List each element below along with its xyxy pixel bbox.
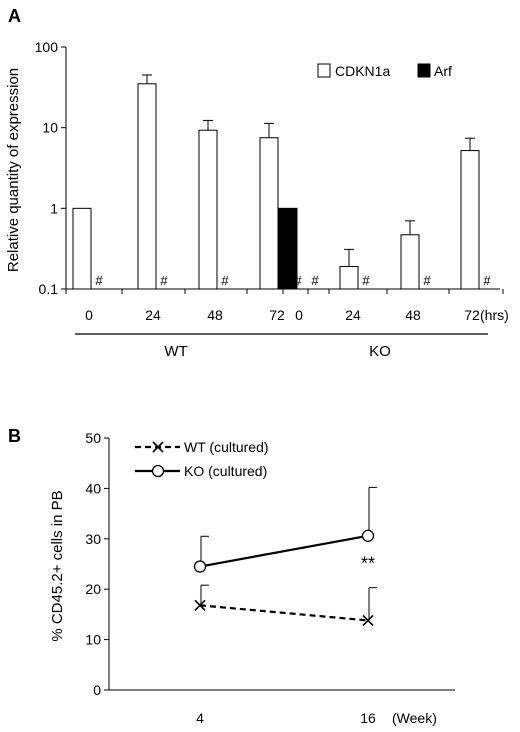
panel-b-x-tick-label: 16 xyxy=(360,710,376,726)
panel-a-group-label-wt: WT xyxy=(164,343,187,360)
panel-a-not-detected-mark: # xyxy=(160,273,168,288)
panel-b-x-unit: (Week) xyxy=(392,710,437,726)
panel-a-not-detected-mark: # xyxy=(95,273,103,288)
panel-a-x-tick-label: 24 xyxy=(345,307,361,323)
panel-b-series xyxy=(193,486,377,627)
panel-b-y-tick-label: 40 xyxy=(85,480,101,496)
panel-a-not-detected-mark: # xyxy=(423,273,431,288)
panel-b-point-wt xyxy=(194,599,206,611)
panel-a-bar-cdkn1a xyxy=(339,266,359,290)
panel-b-series-line xyxy=(199,604,369,622)
panel-a-x-axis: 0 24 48 72 0 24 48 72 xyxy=(65,288,504,323)
panel-a-legend-swatch-arf xyxy=(417,63,431,78)
panel-b-legend-marker-ko xyxy=(151,464,165,478)
panel-a-legend-label-cdkn1a: CDKN1a xyxy=(335,63,390,79)
panel-a-not-detected-mark: # xyxy=(362,273,370,288)
panel-a-ylabel: Relative quantity of expression xyxy=(5,68,22,272)
panel-a-bar-cdkn1a xyxy=(72,207,92,290)
panel-a-not-detected-mark: # xyxy=(294,273,302,288)
panel-b-point-ko xyxy=(193,560,207,573)
panel-b-y-tick-label: 50 xyxy=(85,430,101,446)
panel-a-y-tick-label: 100 xyxy=(35,39,59,55)
panel-a-x-tick-label: 0 xyxy=(85,307,93,323)
panel-a-error-bars xyxy=(142,74,475,267)
panel-b-y-axis: 0 10 20 30 40 50 xyxy=(85,430,110,698)
panel-a-y-tick-label: 10 xyxy=(42,120,58,136)
panel-a-legend-swatch-cdkn1a xyxy=(317,63,331,78)
panel-a-bars xyxy=(72,83,480,290)
panel-a-x-tick-label: 48 xyxy=(207,307,223,323)
panel-a-y-tick-label: 0.1 xyxy=(39,281,59,297)
panel-a-letter: A xyxy=(8,6,21,26)
panel-a-bar-cdkn1a xyxy=(259,137,279,290)
panel-a-group-label-ko: KO xyxy=(369,343,391,360)
panel-a-bar-cdkn1a xyxy=(460,150,480,290)
panel-b-y-tick-label: 0 xyxy=(93,682,101,698)
panel-b-point-ko xyxy=(361,529,375,542)
panel-b-y-tick-label: 20 xyxy=(85,581,101,597)
panel-a-x-tick-label: 48 xyxy=(405,307,421,323)
panel-a-not-detected-marks: # # # # # # # # xyxy=(95,273,491,288)
panel-b-legend-marker-wt xyxy=(152,441,164,453)
panel-a-groups: WT KO xyxy=(75,333,488,360)
panel-a-y-tick-label: 1 xyxy=(50,200,58,216)
panel-a-legend-label-arf: Arf xyxy=(434,63,452,79)
panel-b-legend-label-wt: WT (cultured) xyxy=(184,439,269,455)
panel-a-not-detected-mark: # xyxy=(311,273,319,288)
panel-a-y-axis: 0.1 1 10 100 xyxy=(35,39,67,297)
panel-a-x-tick-label: 24 xyxy=(145,307,161,323)
panel-b-x-axis: 4 16 xyxy=(109,689,455,726)
panel-b-y-tick-label: 10 xyxy=(85,632,101,648)
panel-b-ylabel: % CD45.2+ cells in PB xyxy=(49,490,66,641)
panel-a-x-tick-label: 72 xyxy=(269,307,285,323)
panel-b-x-tick-label: 4 xyxy=(196,710,204,726)
panel-a-bar-cdkn1a xyxy=(198,129,218,290)
panel-b-significance-annotation: ** xyxy=(361,554,375,574)
panel-b-legend: WT (cultured) KO (cultured) xyxy=(135,439,269,479)
panel-b-letter: B xyxy=(8,426,21,446)
panel-b-legend-label-ko: KO (cultured) xyxy=(184,463,267,479)
panel-a-x-unit: (hrs) xyxy=(480,307,509,323)
panel-a-x-tick-label: 0 xyxy=(295,307,303,323)
panel-a-not-detected-mark: # xyxy=(221,273,229,288)
panel-a-bar-cdkn1a xyxy=(400,234,420,290)
panel-b-y-tick-label: 30 xyxy=(85,531,101,547)
panel-a-x-tick-label: 72 xyxy=(464,307,480,323)
panel-a-legend: CDKN1a Arf xyxy=(317,63,452,79)
panel-b-series-line xyxy=(199,534,369,568)
panel-a-not-detected-mark: # xyxy=(483,273,491,288)
panel-a-bar-cdkn1a xyxy=(137,83,157,290)
panel-b-point-wt xyxy=(362,614,374,627)
